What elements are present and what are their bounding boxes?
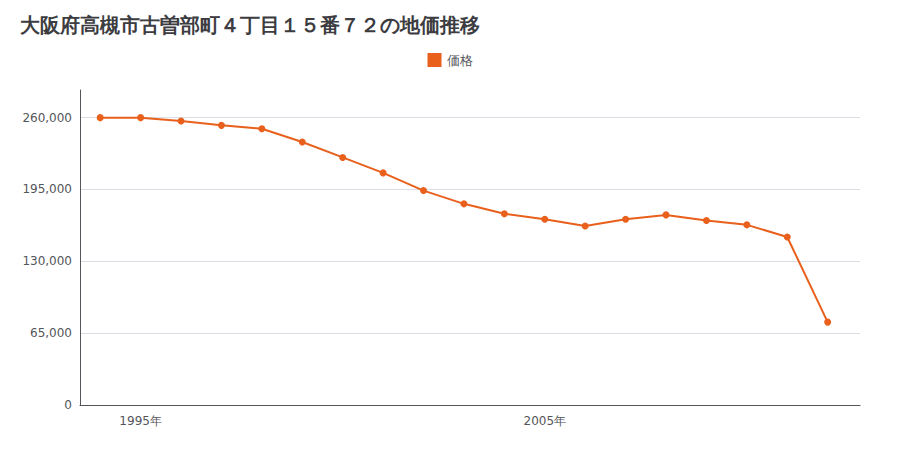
svg-text:65,000: 65,000 — [30, 326, 72, 340]
svg-text:0: 0 — [64, 398, 72, 412]
svg-text:195,000: 195,000 — [22, 182, 72, 196]
svg-text:価格: 価格 — [447, 53, 473, 68]
svg-text:130,000: 130,000 — [22, 254, 72, 268]
svg-text:1995年: 1995年 — [119, 414, 162, 428]
svg-text:2005年: 2005年 — [523, 414, 566, 428]
svg-text:260,000: 260,000 — [22, 111, 72, 125]
svg-text:大阪府高槻市古曽部町４丁目１５番７２の地価推移: 大阪府高槻市古曽部町４丁目１５番７２の地価推移 — [20, 13, 480, 37]
